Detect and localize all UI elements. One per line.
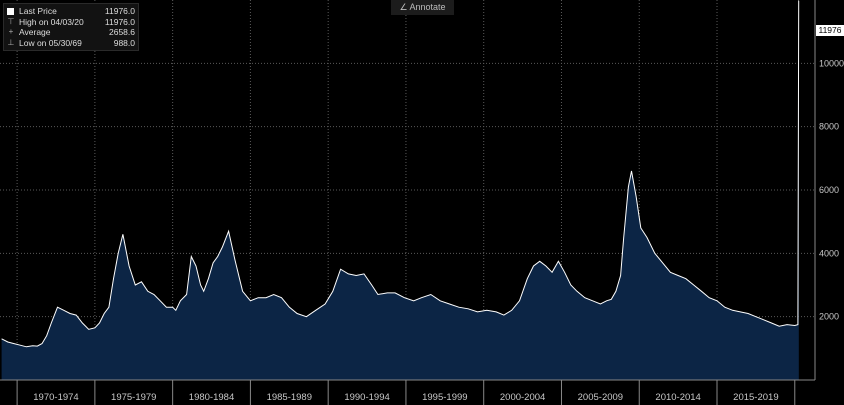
price-line <box>1 0 800 348</box>
x-tick-label: 1995-1999 <box>422 392 467 403</box>
legend-label: Average <box>19 27 51 37</box>
x-tick-label: 2005-2009 <box>578 392 623 403</box>
y-tick-label: 8000 <box>819 122 839 132</box>
high-marker-icon: ⊤ <box>7 16 15 26</box>
y-tick-label: 6000 <box>819 185 839 195</box>
legend-value: 988.0 <box>113 37 135 48</box>
y-tick-label: 4000 <box>819 248 839 258</box>
legend-row-last-price: Last Price 11976.0 <box>7 6 135 17</box>
annotate-button[interactable]: ∠ Annotate <box>391 0 454 15</box>
legend-label: Low on 05/30/69 <box>19 37 82 48</box>
y-axis-ticks: 2000 4000 6000 8000 10000 <box>819 58 844 321</box>
y-tick-label: 10000 <box>819 58 844 68</box>
legend-value: 2658.6 <box>109 27 135 37</box>
pencil-icon: ∠ <box>399 2 408 12</box>
legend-row-average: + Average 2658.6 <box>7 27 135 38</box>
annotate-label: Annotate <box>409 2 446 12</box>
y-tick-label: 2000 <box>819 312 839 322</box>
price-area <box>1 0 799 381</box>
legend-value: 11976.0 <box>104 16 135 27</box>
legend-value: 11976.0 <box>104 6 135 16</box>
x-tick-label: 1970-1974 <box>33 392 78 403</box>
square-icon <box>7 7 14 15</box>
low-marker-icon: ⊥ <box>7 37 15 47</box>
legend-row-low: ⊥ Low on 05/30/69 988.0 <box>7 38 135 49</box>
legend-label: Last Price <box>19 6 57 16</box>
legend-row-high: ⊤ High on 04/03/20 11976.0 <box>7 17 135 28</box>
average-marker-icon: + <box>8 27 14 36</box>
legend: Last Price 11976.0 ⊤ High on 04/03/20 119… <box>3 3 139 51</box>
legend-label: High on 04/03/20 <box>19 16 84 27</box>
x-tick-label: 2010-2014 <box>655 392 700 403</box>
x-tick-label: 1980-1984 <box>189 392 234 403</box>
x-axis-ticks: 1970-1974 1975-1979 1980-1984 1985-1989 1990… <box>16 380 796 405</box>
x-tick-label: 2000-2004 <box>500 392 545 403</box>
x-tick-label: 1985-1989 <box>267 392 312 403</box>
x-tick-label: 1975-1979 <box>111 392 156 403</box>
x-tick-label: 2015-2019 <box>733 392 778 403</box>
x-tick-label: 1990-1994 <box>344 392 389 403</box>
last-price-tag: 11976 <box>816 25 844 36</box>
